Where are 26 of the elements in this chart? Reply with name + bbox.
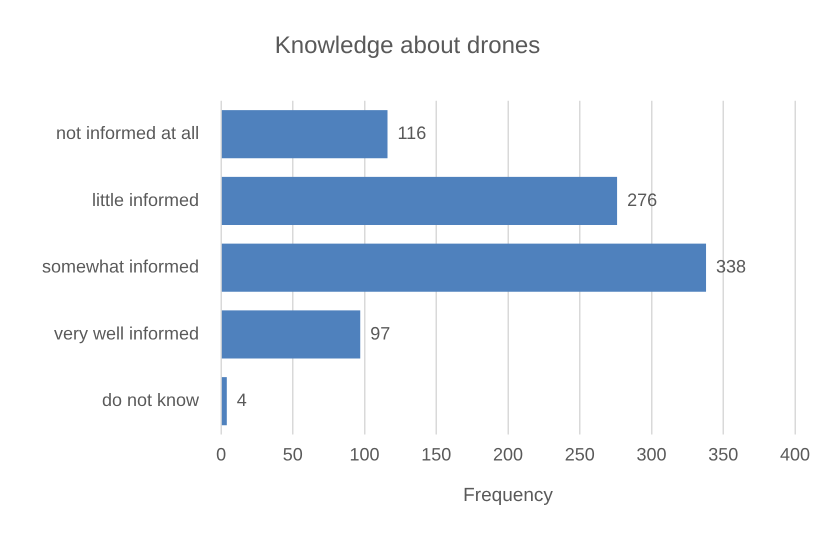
x-tick-label: 0 [216, 444, 226, 464]
y-tick-label: little informed [92, 190, 200, 210]
x-tick-label: 200 [493, 444, 524, 464]
y-tick-label: do not know [102, 390, 200, 410]
y-tick-label: not informed at all [56, 123, 200, 144]
y-tick-label: very well informed [54, 323, 200, 344]
bar [222, 377, 227, 426]
x-tick-label: 100 [350, 444, 380, 464]
x-tick-label: 300 [636, 444, 667, 464]
bar [222, 310, 360, 358]
bar [222, 110, 388, 158]
x-axis-title: Frequency [463, 484, 554, 506]
x-tick-label: 400 [780, 444, 810, 464]
y-tick-label: somewhat informed [42, 256, 200, 277]
data-label: 338 [716, 256, 746, 277]
x-tick-label: 50 [282, 444, 303, 464]
x-tick-label: 150 [421, 444, 452, 464]
data-label: 97 [370, 323, 390, 344]
bar [222, 176, 618, 225]
x-tick-label: 250 [564, 444, 595, 464]
data-label: 4 [236, 390, 247, 410]
data-label: 276 [627, 190, 658, 210]
data-label: 116 [398, 123, 426, 144]
chart-title: Knowledge about drones [274, 32, 540, 60]
bar [222, 244, 706, 292]
x-tick-label: 350 [708, 444, 738, 464]
